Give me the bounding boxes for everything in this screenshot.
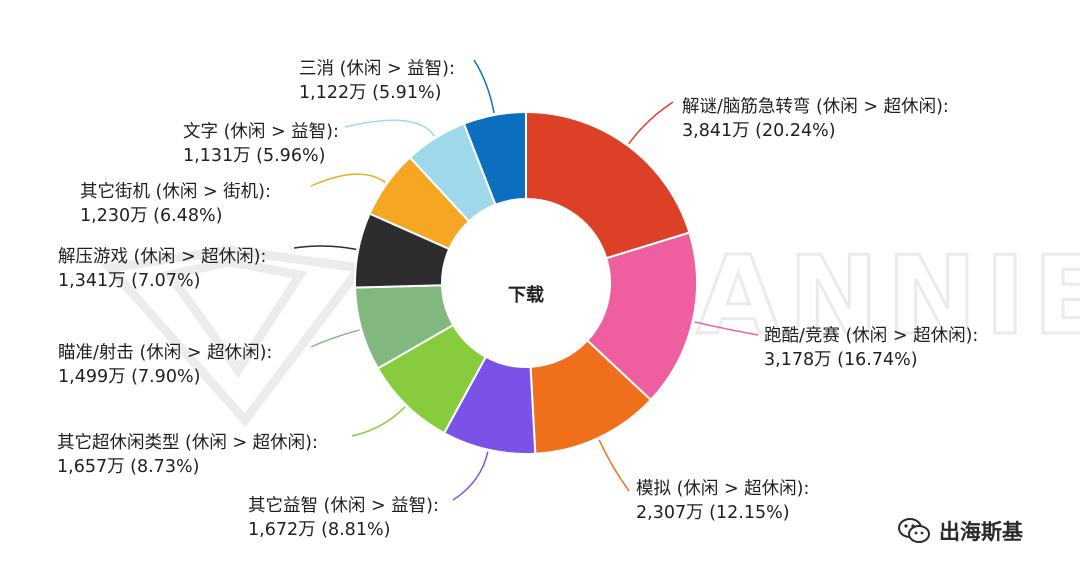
slice-label: 三消 (休闲 > 益智): 1,122万 (5.91%) [299,57,455,105]
slice-category-label: 其它超休闲类型 (休闲 > 超休闲): [57,433,318,453]
slice-value-label: 1,341万 (7.07%) [58,271,201,291]
slice-value-label: 1,672万 (8.81%) [248,520,391,540]
brand-watermark: 出海斯基 [897,517,1023,545]
slice-value-label: 3,841万 (20.24%) [682,121,836,141]
wechat-icon [898,518,930,543]
slice-label: 瞄准/射击 (休闲 > 超休闲): 1,499万 (7.90%) [58,341,272,389]
slice-value-label: 1,230万 (6.48%) [80,206,223,226]
slice-category-label: 模拟 (休闲 > 超休闲): [636,479,810,499]
leader-line [628,101,674,145]
leader-line [344,119,435,137]
leader-line [452,451,489,501]
slice-category-label: 瞄准/射击 (休闲 > 超休闲): [58,343,273,363]
slice-label: 跑酷/竞赛 (休闲 > 超休闲): 3,178万 (16.74%) [764,324,978,372]
donut-center-title: 下载 [508,285,544,306]
slice-label: 其它街机 (休闲 > 街机): 1,230万 (6.48%) [80,180,271,228]
slice-category-label: 文字 (休闲 > 益智): [183,122,339,142]
slice-category-label: 其它街机 (休闲 > 街机): [80,182,271,202]
slice-label: 其它超休闲类型 (休闲 > 超休闲): 1,657万 (8.73%) [57,431,318,479]
slice-category-label: 跑酷/竞赛 (休闲 > 超休闲): [764,326,979,346]
leader-line [351,406,406,437]
donut-slices [354,110,698,455]
slice-value-label: 3,178万 (16.74%) [764,350,918,370]
slice-category-label: 三消 (休闲 > 益智): [299,59,455,79]
slice-label: 模拟 (休闲 > 超休闲): 2,307万 (12.15%) [636,477,809,525]
slice-value-label: 1,131万 (5.96%) [183,146,326,166]
slice-category-label: 解压游戏 (休闲 > 超休闲): [58,247,267,267]
leader-line [293,245,357,251]
slice-label: 文字 (休闲 > 益智): 1,131万 (5.96%) [183,120,339,168]
leader-line [598,439,630,492]
leader-lines [293,59,759,501]
watermark-logo-inner [162,257,308,378]
donut-hole [443,200,609,366]
donut-slice [585,231,698,402]
donut-slice [462,110,527,207]
leader-line [473,59,495,114]
slice-category-label: 解谜/脑筋急转弯 (休闲 > 超休闲): [682,97,949,117]
slice-category-label: 其它益智 (休闲 > 益智): [248,496,439,516]
slice-label: 解压游戏 (休闲 > 超休闲): 1,341万 (7.07%) [58,245,266,293]
slice-label: 解谜/脑筋急转弯 (休闲 > 超休闲): 3,841万 (20.24%) [682,95,949,143]
leader-line [694,321,759,336]
slice-value-label: 1,657万 (8.73%) [57,457,200,477]
leader-line [310,329,360,348]
slice-label: 其它益智 (休闲 > 益智): 1,672万 (8.81%) [248,494,439,542]
slice-value-label: 2,307万 (12.15%) [636,503,790,523]
slice-value-label: 1,122万 (5.91%) [299,83,442,103]
slice-value-label: 1,499万 (7.90%) [58,367,201,387]
brand-text: 出海斯基 [939,520,1023,544]
leader-line [310,173,386,187]
donut-slice [525,110,691,260]
